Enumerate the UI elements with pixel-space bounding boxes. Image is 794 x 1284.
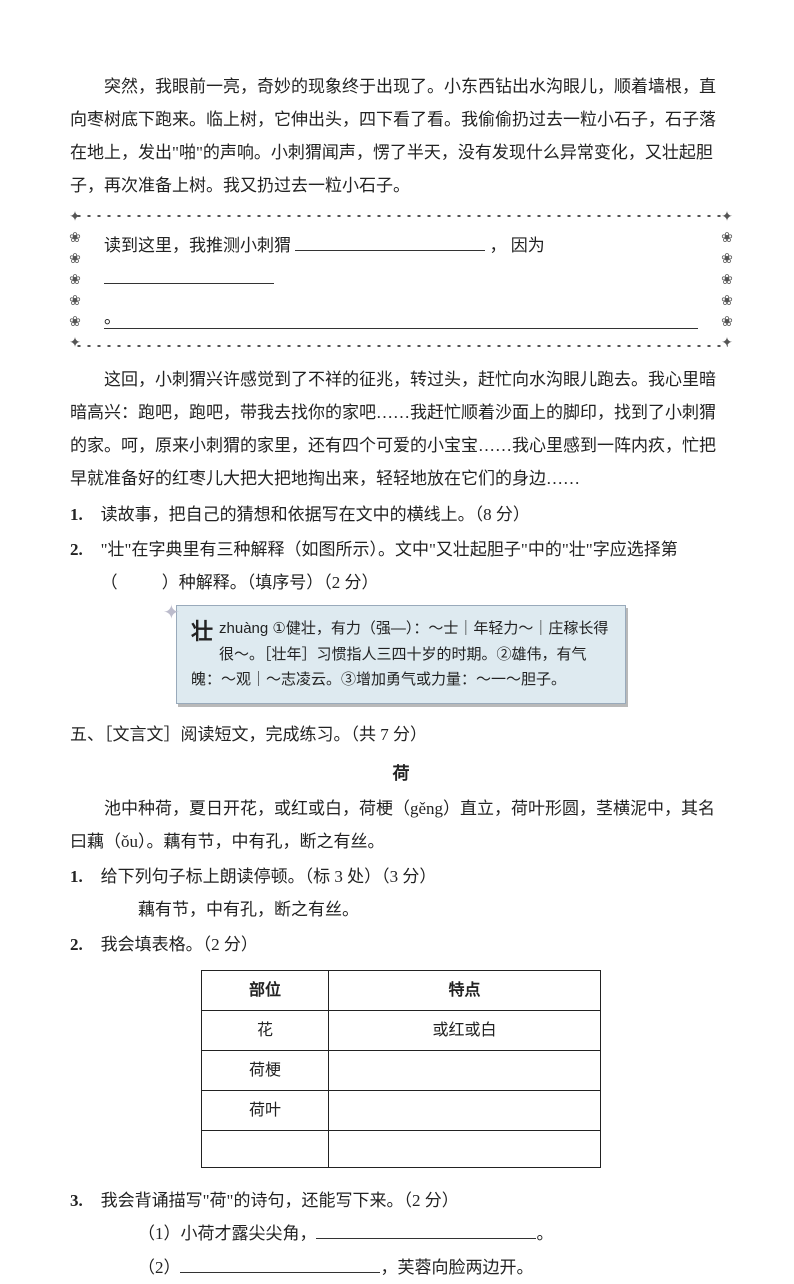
dict-head-char: 壮: [191, 619, 213, 645]
passage1-para: 突然，我眼前一亮，奇妙的现象终于出现了。小东西钻出水沟眼儿，顺着墙根，直向枣树底…: [70, 70, 732, 203]
q2-line1: "壮"在字典里有三种解释（如图所示）。文中"又壮起胆子"中的"壮"字应选择第: [101, 540, 678, 559]
s5q3-item2-tail: ，芙蓉向脸两边开。: [380, 1258, 533, 1277]
exam-page: 突然，我眼前一亮，奇妙的现象终于出现了。小东西钻出水沟眼儿，顺着墙根，直向枣树底…: [0, 0, 794, 1123]
s5q2-number: 2.: [70, 928, 101, 961]
cell-feature-blank[interactable]: [329, 1131, 601, 1168]
section-5-title: 荷: [70, 757, 732, 790]
question-1: 1. 读故事，把自己的猜想和依据写在文中的横线上。（8 分）: [70, 498, 732, 531]
q2-open-paren: （: [101, 573, 118, 592]
cell-feature-blank[interactable]: [329, 1091, 601, 1131]
q2-body: "壮"在字典里有三种解释（如图所示）。文中"又壮起胆子"中的"壮"字应选择第 （…: [101, 533, 732, 599]
table-row: [202, 1131, 601, 1168]
question-2: 2. "壮"在字典里有三种解释（如图所示）。文中"又壮起胆子"中的"壮"字应选择…: [70, 533, 732, 599]
s5q2-text: 我会填表格。（2 分）: [101, 928, 732, 961]
col-header-feature: 特点: [329, 970, 601, 1010]
s5q1-body: 给下列句子标上朗读停顿。（标 3 处）（3 分） 藕有节，中有孔，断之有丝。: [101, 860, 732, 926]
feature-table: 部位 特点 花 或红或白 荷梗 荷叶: [201, 970, 601, 1169]
cell-part: 荷梗: [202, 1050, 329, 1090]
q2-number: 2.: [70, 533, 101, 599]
s5q3-body: 我会背诵描写"荷"的诗句，还能写下来。（2 分） （1）小荷才露尖尖角，。 （2…: [101, 1184, 732, 1283]
s5q1-text: 给下列句子标上朗读停顿。（标 3 处）（3 分）: [101, 867, 437, 886]
prediction-line1: 读到这里，我推测小刺猬 ， 因为: [104, 229, 698, 295]
dictionary-box: ✦ 壮 zhuàng ①健壮，有力（强—）：～士｜年轻力～｜庄稼长得很～。［壮年…: [176, 605, 626, 704]
s5q3-item2: （2） ，芙蓉向脸两边开。: [101, 1251, 732, 1284]
box-right-ornament: ✦❀❀❀❀❀✦: [718, 213, 736, 349]
s5q3-number: 3.: [70, 1184, 101, 1283]
s5-question-3: 3. 我会背诵描写"荷"的诗句，还能写下来。（2 分） （1）小荷才露尖尖角，。…: [70, 1184, 732, 1283]
star-icon: ✦: [163, 596, 180, 630]
col-header-part: 部位: [202, 970, 329, 1010]
section-5-heading: 五、［文言文］阅读短文，完成练习。（共 7 分）: [70, 718, 732, 751]
prediction-box: ✦❀❀❀❀❀✦ ✦❀❀❀❀❀✦ 读到这里，我推测小刺猬 ， 因为: [74, 213, 728, 349]
cell-feature: 或红或白: [329, 1010, 601, 1050]
table-header-row: 部位 特点: [202, 970, 601, 1010]
table-row: 荷梗: [202, 1050, 601, 1090]
dict-pinyin: zhuàng: [219, 620, 268, 637]
section-5-passage: 池中种荷，夏日开花，或红或白，荷梗（gěng）直立，荷叶形圆，茎横泥中，其名曰藕…: [70, 792, 732, 858]
s5q1-sentence[interactable]: 藕有节，中有孔，断之有丝。: [101, 893, 732, 926]
s5q3-item2-label: （2）: [138, 1258, 181, 1277]
s5q3-item1-lead: 小荷才露尖尖角，: [180, 1224, 316, 1243]
prediction-blank-1[interactable]: [295, 229, 485, 250]
s5-question-2: 2. 我会填表格。（2 分）: [70, 928, 732, 961]
s5-question-1: 1. 给下列句子标上朗读停顿。（标 3 处）（3 分） 藕有节，中有孔，断之有丝…: [70, 860, 732, 926]
s5q3-text: 我会背诵描写"荷"的诗句，还能写下来。（2 分）: [101, 1191, 459, 1210]
s5q3-item2-blank[interactable]: [180, 1251, 380, 1272]
box-left-ornament: ✦❀❀❀❀❀✦: [66, 213, 84, 349]
passage2-para: 这回，小刺猬兴许感觉到了不祥的征兆，转过头，赶忙向水沟眼儿跑去。我心里暗暗高兴：…: [70, 363, 732, 496]
cell-part: 花: [202, 1010, 329, 1050]
cell-feature-blank[interactable]: [329, 1050, 601, 1090]
table-row: 荷叶: [202, 1091, 601, 1131]
prediction-blank-2[interactable]: [104, 262, 274, 283]
q2-close-paren: ）: [162, 573, 179, 592]
s5q3-item1-blank[interactable]: [316, 1218, 536, 1239]
q1-text: 读故事，把自己的猜想和依据写在文中的横线上。（8 分）: [101, 498, 732, 531]
comma: ，: [490, 236, 507, 255]
s5q3-item1-label: （1）: [138, 1224, 181, 1243]
q2-line2-tail: 种解释。（填序号）（2 分）: [179, 573, 379, 592]
s5q3-item1: （1）小荷才露尖尖角，。: [101, 1217, 732, 1250]
s5q1-number: 1.: [70, 860, 101, 926]
cell-part-blank[interactable]: [202, 1131, 329, 1168]
prediction-blank-3[interactable]: [104, 301, 698, 329]
prediction-lead: 读到这里，我推测小刺猬: [104, 236, 291, 255]
cell-part: 荷叶: [202, 1091, 329, 1131]
q1-number: 1.: [70, 498, 101, 531]
table-row: 花 或红或白: [202, 1010, 601, 1050]
prediction-because: 因为: [511, 236, 545, 255]
